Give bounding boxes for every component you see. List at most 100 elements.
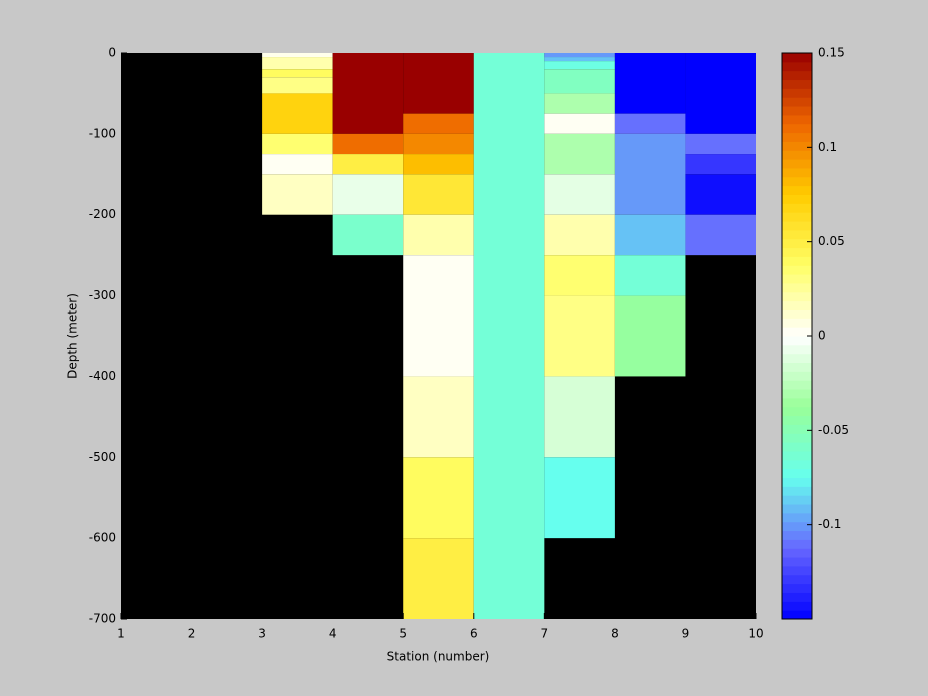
heatmap-cell (685, 133, 756, 155)
y-tick-label: -400 (89, 369, 116, 383)
heatmap-cell (614, 255, 686, 296)
colorbar-band (782, 344, 812, 355)
heatmap-cell (403, 53, 474, 114)
colorbar-band (782, 256, 812, 266)
colorbar-tick-label: 0.15 (818, 46, 845, 60)
colorbar-band (782, 97, 812, 107)
x-tick-label: 9 (682, 627, 690, 641)
x-tick-label: 10 (748, 627, 763, 641)
heatmap-cell (544, 93, 615, 114)
colorbar-band (782, 194, 812, 204)
heatmap-cell (403, 214, 474, 256)
y-tick-label: -200 (89, 207, 116, 221)
heatmap-cell (403, 457, 474, 539)
heatmap-cell (262, 154, 333, 175)
colorbar-band (782, 114, 812, 125)
y-tick-label: -300 (89, 288, 116, 302)
colorbar-band (782, 291, 812, 302)
colorbar-band (782, 397, 812, 408)
colorbar-band (782, 495, 812, 505)
colorbar-band (782, 583, 812, 593)
x-tick-label: 3 (258, 627, 266, 641)
colorbar-band (782, 159, 812, 169)
colorbar-band (782, 406, 812, 417)
heatmap-cell (262, 57, 333, 70)
x-tick-label: 7 (541, 627, 549, 641)
x-tick-label: 2 (188, 627, 196, 641)
colorbar-band (782, 327, 812, 337)
colorbar-band (782, 282, 812, 293)
colorbar-band (782, 442, 812, 452)
colorbar-band (782, 601, 812, 611)
heatmap-cell (403, 154, 474, 175)
heatmap-cell (544, 133, 615, 175)
heatmap-cell (544, 295, 615, 377)
colorbar-tick-label: 0 (818, 329, 826, 343)
colorbar-band (782, 380, 812, 390)
colorbar-band (782, 53, 812, 63)
colorbar-band (782, 433, 812, 443)
colorbar-band (782, 362, 812, 372)
heatmap-cell (544, 255, 615, 296)
colorbar-band (782, 610, 812, 620)
heatmap-cell (332, 53, 404, 134)
heatmap-cell (544, 174, 615, 215)
heatmap-cell (614, 133, 686, 215)
x-tick-label: 8 (611, 627, 619, 641)
colorbar-band (782, 371, 812, 381)
heatmap-cell (544, 61, 615, 70)
x-tick-label: 4 (329, 627, 337, 641)
colorbar-band (782, 203, 812, 213)
colorbar-band (782, 336, 812, 346)
heatmap-cell (544, 214, 615, 256)
x-tick-label: 1 (117, 627, 125, 641)
colorbar-band (782, 61, 812, 72)
colorbar-band (782, 389, 812, 399)
colorbar-band (782, 512, 812, 523)
colorbar-band (782, 150, 812, 160)
colorbar-tick-label: -0.05 (818, 423, 849, 437)
heatmap-cell (262, 133, 333, 155)
colorbar-band (782, 176, 812, 187)
colorbar-band (782, 565, 812, 576)
colorbar-band (782, 123, 812, 134)
colorbar-band (782, 132, 812, 142)
heatmap-cell (614, 53, 686, 114)
colorbar-band (782, 247, 812, 257)
heatmap-cell (685, 174, 756, 215)
heatmap-cell (614, 113, 686, 134)
colorbar-band (782, 459, 812, 470)
heatmap-cell (403, 255, 474, 377)
colorbar-band (782, 221, 812, 231)
heatmap-cell (332, 214, 404, 256)
colorbar-band (782, 521, 812, 532)
colorbar-band (782, 167, 812, 178)
colorbar-band (782, 539, 812, 549)
colorbar-band (782, 212, 812, 222)
colorbar-band (782, 265, 812, 275)
y-tick-label: -100 (89, 126, 116, 140)
colorbar-band (782, 185, 812, 195)
colorbar-band (782, 309, 812, 319)
heatmap-cell (544, 57, 615, 62)
heatmap-cell (544, 53, 615, 58)
heatmap-cell (403, 174, 474, 215)
x-axis-label: Station (number) (387, 650, 490, 664)
colorbar-band (782, 70, 812, 81)
x-tick-label: 5 (399, 627, 407, 641)
heatmap-cell (473, 53, 545, 619)
heatmap-cell (685, 214, 756, 256)
heatmap-cell (262, 53, 333, 58)
heatmap-cell (685, 53, 756, 134)
heatmap-cell (685, 154, 756, 175)
colorbar-band (782, 318, 812, 328)
heatmap-cell (262, 174, 333, 215)
colorbar-band (782, 79, 812, 89)
colorbar-band (782, 238, 812, 249)
colorbar-band (782, 106, 812, 116)
heatmap-cell (544, 113, 615, 134)
colorbar-band (782, 353, 812, 364)
colorbar-band (782, 548, 812, 558)
